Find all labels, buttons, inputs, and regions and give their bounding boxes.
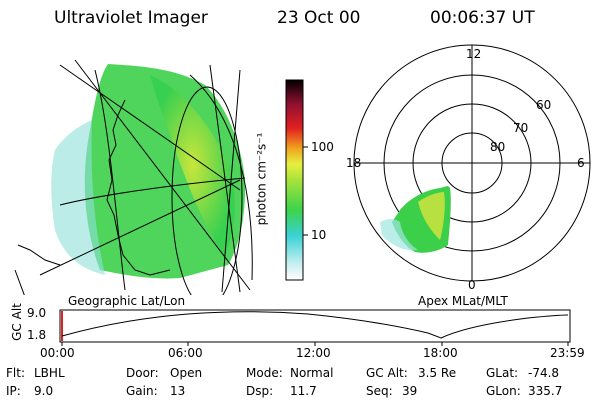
polar-plot xyxy=(353,44,591,282)
mlt-6-label: 6 xyxy=(577,156,585,170)
gain-value: 13 xyxy=(170,384,186,398)
colorbar-gradient xyxy=(285,79,304,281)
mlt-12-label: 12 xyxy=(466,47,482,61)
mode-label: Mode: xyxy=(246,366,283,380)
lat-80-label: 80 xyxy=(490,140,506,154)
coastline xyxy=(106,99,171,276)
flt-value: LBHL xyxy=(34,366,65,380)
date-label: 23 Oct 00 xyxy=(277,8,361,28)
instrument-title: Ultraviolet Imager xyxy=(54,8,208,28)
aurora-emission xyxy=(84,64,246,279)
ip-label: IP: xyxy=(6,384,21,398)
aurora-faint-edge xyxy=(51,120,105,275)
lat-60-label: 60 xyxy=(536,98,552,112)
flt-label: Flt: xyxy=(6,366,25,380)
apex-label: Apex MLat/MLT xyxy=(418,294,508,308)
colorbar xyxy=(285,79,308,281)
gain-label: Gain: xyxy=(126,384,158,398)
altitude-y-min: 1.8 xyxy=(27,328,47,342)
gcalt-value: 3.5 Re xyxy=(418,366,457,380)
coastline-2 xyxy=(17,244,61,266)
altitude-plot xyxy=(59,309,571,346)
geographic-image-panel xyxy=(14,59,253,295)
seq-value: 39 xyxy=(402,384,418,398)
altitude-curve xyxy=(61,311,569,339)
altitude-y-max: 9.0 xyxy=(27,306,47,320)
x-tick-label-4: 23:59 xyxy=(550,346,585,360)
colorbar-unit-label: photon cm⁻²s⁻¹ xyxy=(254,132,269,226)
x-tick-label-2: 12:00 xyxy=(296,346,331,360)
glon-value: 335.7 xyxy=(528,384,563,398)
dsp-value: 11.7 xyxy=(290,384,317,398)
polar-aurora-bright xyxy=(418,192,445,240)
colorbar-100-label: 100 xyxy=(311,140,334,154)
ip-value: 9.0 xyxy=(34,384,54,398)
x-tick-label-3: 18:00 xyxy=(423,346,458,360)
glat-label: GLat: xyxy=(486,366,519,380)
x-tick-label-1: 06:00 xyxy=(168,346,203,360)
glon-label: GLon: xyxy=(486,384,521,398)
seq-label: Seq: xyxy=(366,384,393,398)
x-tick-label-0: 00:00 xyxy=(40,346,75,360)
lat-70-label: 70 xyxy=(513,121,529,135)
polar-aurora-faint xyxy=(380,219,418,251)
mode-value: Normal xyxy=(290,366,334,380)
geographic-label: Geographic Lat/Lon xyxy=(68,294,186,308)
door-label: Door: xyxy=(126,366,159,380)
graticule xyxy=(14,59,253,295)
altitude-ylabel: GC Alt xyxy=(9,303,24,341)
mlt-18-label: 18 xyxy=(346,156,362,170)
time-label: 00:06:37 UT xyxy=(430,8,535,28)
aurora-bright-band xyxy=(150,75,235,255)
dsp-label: Dsp: xyxy=(246,384,274,398)
mlt-0-label: 0 xyxy=(468,278,476,292)
door-value: Open xyxy=(170,366,203,380)
gcalt-label: GC Alt: xyxy=(366,366,408,380)
colorbar-10-label: 10 xyxy=(311,228,327,242)
glat-value: -74.8 xyxy=(528,366,560,380)
